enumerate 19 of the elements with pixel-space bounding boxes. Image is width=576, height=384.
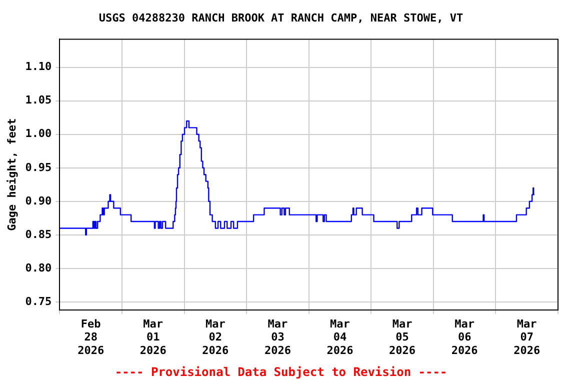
y-tick-label: 1.00 [25,127,52,140]
y-tick-label: 0.85 [25,228,52,241]
text: ---- Provisional Data Subject to Revision ---- [114,364,448,379]
x-tick-label: Mar 02 2026 [202,317,230,357]
x-tick-label: Mar 01 2026 [140,317,167,357]
y-tick-label: 0.90 [25,194,52,208]
y-tick-label: 0.80 [25,261,52,274]
x-tick-label: Feb 28 2026 [78,317,104,357]
x-tick-label: Mar 07 2026 [514,317,540,357]
x-tick-label: Mar 03 2026 [264,317,292,357]
y-tick-label: 1.05 [25,94,52,107]
chart-title: USGS 04288230 RANCH BROOK AT RANCH CAMP, NEAR STOWE, VT [98,11,464,24]
x-tick-label: Mar 06 2026 [451,317,478,357]
y-tick-label: 0.75 [25,294,52,308]
x-tick-label: Mar 05 2026 [389,317,416,357]
x-tick-label: Mar 04 2026 [326,317,354,357]
y-tick-label: 0.95 [25,160,52,174]
y-axis-title: Gage height, feet [5,118,18,231]
y-tick-label: 1.10 [25,60,52,74]
